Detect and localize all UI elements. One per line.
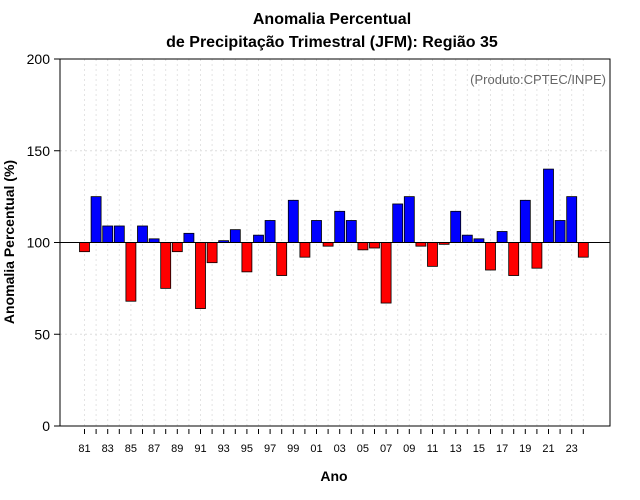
bar-15 [473,238,485,243]
bars [79,168,589,309]
bar-89 [171,242,183,253]
x-tick-label: 01 [310,443,322,455]
bar-92 [206,242,218,264]
x-tick-label: 11 [427,443,438,455]
x-tick-label: 09 [403,443,415,455]
bar-05 [357,242,369,251]
bar-18 [508,242,520,276]
x-tick-label: 97 [264,443,276,455]
bar-83 [102,225,114,243]
bar-20 [531,242,543,269]
y-axis: 0 50 100 150 200 [27,51,60,434]
bar-07 [380,242,392,304]
x-tick-label: 21 [542,443,554,455]
bar-13 [450,210,462,243]
bar-09 [403,196,415,243]
bar-03 [334,210,346,243]
bar-86 [137,225,148,243]
y-tick-label: 100 [27,235,51,251]
x-tick-label: 91 [194,443,206,455]
bar-17 [496,231,508,243]
bar-14 [461,234,473,243]
x-tick-label: 99 [287,443,299,455]
y-tick-label: 0 [42,418,50,434]
x-tick-label: 81 [78,443,90,455]
bar-08 [392,203,404,243]
bar-95 [241,242,253,273]
x-tick-label: 05 [357,443,369,455]
bar-23 [566,196,578,243]
bar-88 [160,242,172,289]
chart-title-line2: de Precipitação Trimestral (JFM): Região… [166,34,498,51]
x-tick-label: 87 [148,443,160,455]
x-tick-label: 95 [241,443,253,455]
bar-84 [113,225,125,243]
bar-10 [415,242,427,247]
bar-91 [195,242,206,309]
bar-85 [125,242,137,302]
bar-21 [543,168,554,243]
bar-19 [519,199,531,243]
x-tick-label: 17 [496,443,508,455]
bar-98 [276,242,288,276]
bar-11 [427,242,438,267]
x-tick-label: 85 [125,443,137,455]
bar-94 [229,229,241,243]
bar-82 [90,196,102,243]
y-tick-label: 200 [27,51,51,67]
x-tick-label: 93 [218,443,230,455]
y-tick-label: 150 [27,143,51,159]
bar-90 [183,232,195,243]
x-axis-label: Ano [320,468,347,484]
bar-22 [554,220,566,243]
x-tick-label: 89 [171,443,183,455]
bar-24 [577,242,589,258]
y-axis-label: Anomalia Percentual (%) [1,160,17,324]
grid [60,59,610,426]
x-tick-label: 13 [450,443,462,455]
credit-text: (Produto:CPTEC/INPE) [470,72,606,87]
x-tick-label: 03 [334,443,346,455]
bar-97 [264,220,276,243]
chart-title-line1: Anomalia Percentual [253,11,411,28]
bar-06 [369,242,380,249]
bar-99 [287,199,299,243]
x-axis: 81 83 85 87 89 91 93 95 97 99 01 03 05 07 09 11 13 15 17 19… [78,429,584,455]
bar-96 [253,234,264,243]
x-tick-label: 15 [473,443,485,455]
bar-02 [322,242,334,247]
bar-16 [485,242,496,271]
bar-87 [148,238,160,243]
x-tick-label: 23 [566,443,578,455]
x-tick-label: 07 [380,443,392,455]
x-tick-label: 19 [519,443,531,455]
bar-81 [79,242,90,253]
bar-00 [299,242,311,258]
y-tick-label: 50 [34,326,50,342]
bar-04 [345,220,357,243]
x-tick-label: 83 [102,443,114,455]
bar-01 [311,220,322,243]
